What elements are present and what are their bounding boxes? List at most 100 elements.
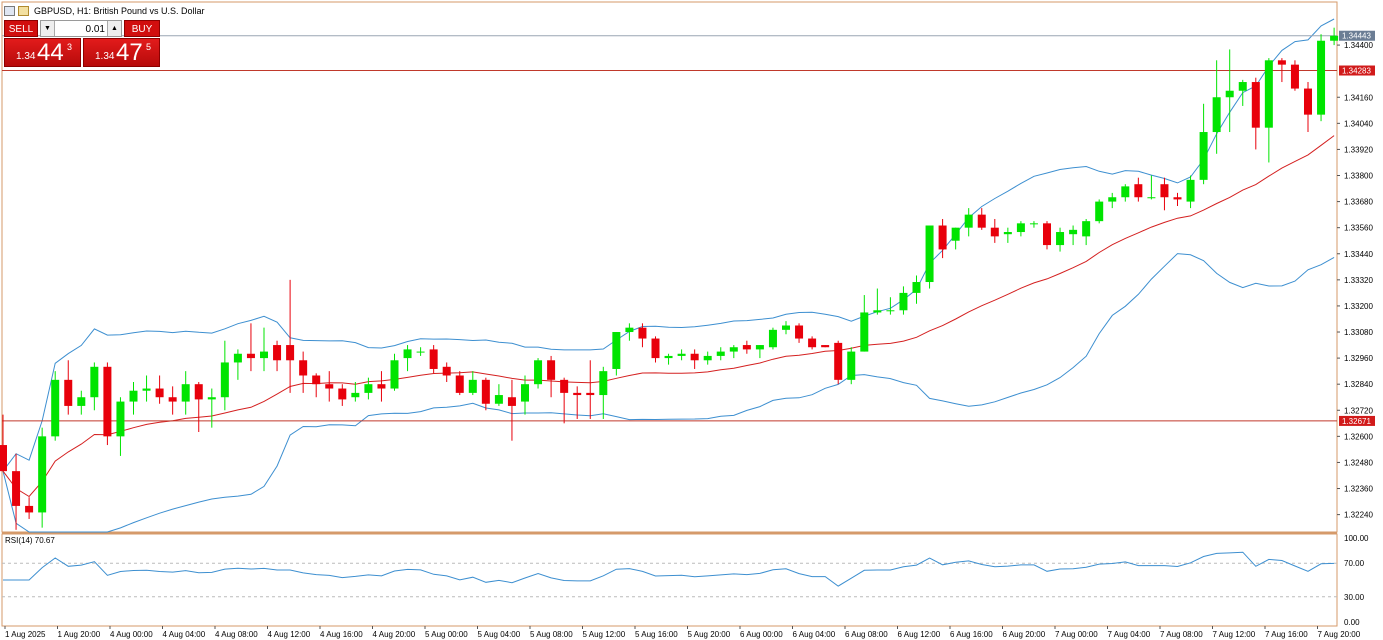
candle-body — [312, 375, 321, 385]
main-chart-frame — [1, 1, 1338, 533]
time-tick-label: 5 Aug 16:00 — [635, 630, 678, 639]
candle-body — [834, 342, 843, 380]
candle-body — [129, 390, 138, 402]
candle-body — [1043, 223, 1051, 246]
time-tick-label: 4 Aug 12:00 — [268, 630, 311, 639]
price-tick-label: 1.33920 — [1344, 145, 1373, 154]
candle-body — [1290, 64, 1299, 89]
candle-body — [990, 227, 999, 237]
candle-body — [873, 310, 882, 313]
candle-body — [351, 392, 360, 398]
candle-body — [638, 327, 647, 339]
sell-price-prefix: 1.34 — [16, 51, 36, 62]
rsi-tick-label: 0.00 — [1344, 618, 1360, 627]
candle-body — [821, 345, 830, 348]
moving-average-line — [2, 135, 1335, 498]
price-tick-label: 1.33680 — [1344, 198, 1373, 207]
buy-button[interactable]: BUY — [124, 20, 160, 37]
candles-group — [0, 27, 1339, 530]
price-tick-label: 1.33080 — [1344, 328, 1373, 337]
candle-body — [1304, 88, 1312, 115]
candle-body — [1069, 229, 1078, 235]
candle-body — [286, 345, 295, 361]
candle-body — [547, 360, 556, 380]
candle-body — [782, 325, 790, 330]
rsi-tick-label: 30.00 — [1344, 593, 1365, 602]
candle-body — [977, 214, 986, 228]
candle-body — [742, 345, 751, 350]
candle-body — [468, 379, 477, 393]
time-tick-label: 7 Aug 00:00 — [1055, 630, 1098, 639]
candle-body — [1199, 132, 1208, 180]
buy-price-pips: 47 — [116, 39, 143, 66]
candle-body — [1277, 60, 1286, 65]
price-tick-label: 1.32840 — [1344, 380, 1373, 389]
candle-body — [912, 282, 921, 293]
price-tick-label: 1.33560 — [1344, 224, 1373, 233]
time-tick-label: 4 Aug 16:00 — [320, 630, 363, 639]
time-tick-label: 7 Aug 04:00 — [1108, 630, 1151, 639]
symbol-label: GBPUSD, H1: British Pound vs U.S. Dollar — [34, 6, 205, 16]
lot-size-control: ▼ ▲ — [40, 20, 122, 38]
candle-body — [925, 225, 934, 283]
candle-body — [246, 353, 255, 359]
candle-body — [521, 384, 529, 402]
candle-body — [1147, 197, 1156, 199]
candle-body — [416, 351, 425, 353]
candle-body — [1108, 197, 1117, 202]
candle-body — [573, 392, 582, 396]
time-tick-label: 1 Aug 20:00 — [58, 630, 101, 639]
price-tick-label: 1.32720 — [1344, 406, 1373, 415]
resistance-price-tag: 1.34283 — [1339, 65, 1375, 76]
candle-body — [651, 338, 660, 359]
buy-price-box[interactable]: 1.34 47 5 — [83, 38, 160, 67]
candle-body — [625, 327, 634, 333]
buy-price-fraction: 5 — [146, 42, 152, 52]
candle-body — [1212, 97, 1221, 133]
candle-body — [507, 397, 516, 406]
time-tick-label: 7 Aug 08:00 — [1160, 630, 1203, 639]
time-tick-label: 5 Aug 04:00 — [478, 630, 521, 639]
sell-price-box[interactable]: 1.34 44 3 — [4, 38, 81, 67]
candle-body — [534, 360, 543, 385]
candle-body — [1121, 186, 1130, 198]
one-click-trading-panel: SELL ▼ ▲ BUY 1.34 44 3 1.34 47 5 — [4, 20, 160, 67]
candle-body — [260, 351, 268, 359]
lot-increase-icon[interactable]: ▲ — [107, 21, 121, 36]
candle-body — [964, 214, 973, 228]
price-axis: 1.34400 1.34160 1.34040 1.33920 1.33800 1.336… — [1337, 41, 1373, 520]
candle-body — [64, 379, 73, 406]
candle-body — [220, 362, 229, 398]
price-tick-label: 1.34400 — [1344, 41, 1373, 50]
chart-title: GBPUSD, H1: British Pound vs U.S. Dollar — [4, 4, 205, 18]
chart-window-icon — [4, 6, 15, 16]
candle-body — [703, 355, 712, 361]
time-tick-label: 6 Aug 00:00 — [740, 630, 783, 639]
candle-body — [860, 312, 869, 352]
support-price-tag-text: 1.32671 — [1342, 417, 1371, 426]
candle-body — [1264, 60, 1273, 128]
candle-body — [951, 227, 960, 241]
candle-body — [1029, 223, 1038, 225]
candle-body — [1251, 82, 1260, 128]
lot-size-input[interactable] — [55, 21, 107, 38]
candle-body — [1186, 179, 1195, 202]
candle-body — [481, 379, 490, 404]
candle-body — [1082, 221, 1091, 237]
price-tick-label: 1.33200 — [1344, 302, 1373, 311]
sell-price-pips: 44 — [37, 39, 64, 66]
current-price-tag-text: 1.34443 — [1342, 32, 1371, 41]
time-tick-label: 7 Aug 12:00 — [1213, 630, 1256, 639]
candle-body — [377, 384, 386, 389]
sell-button[interactable]: SELL — [4, 20, 38, 37]
candle-body — [155, 388, 164, 398]
time-tick-label: 6 Aug 16:00 — [950, 630, 993, 639]
candle-body — [390, 360, 399, 389]
lot-decrease-icon[interactable]: ▼ — [41, 21, 55, 36]
candle-body — [677, 353, 686, 356]
rsi-tick-label: 100.00 — [1344, 534, 1369, 543]
time-tick-label: 5 Aug 00:00 — [425, 630, 468, 639]
price-tick-label: 1.32360 — [1344, 485, 1373, 494]
price-tick-label: 1.33440 — [1344, 250, 1373, 259]
